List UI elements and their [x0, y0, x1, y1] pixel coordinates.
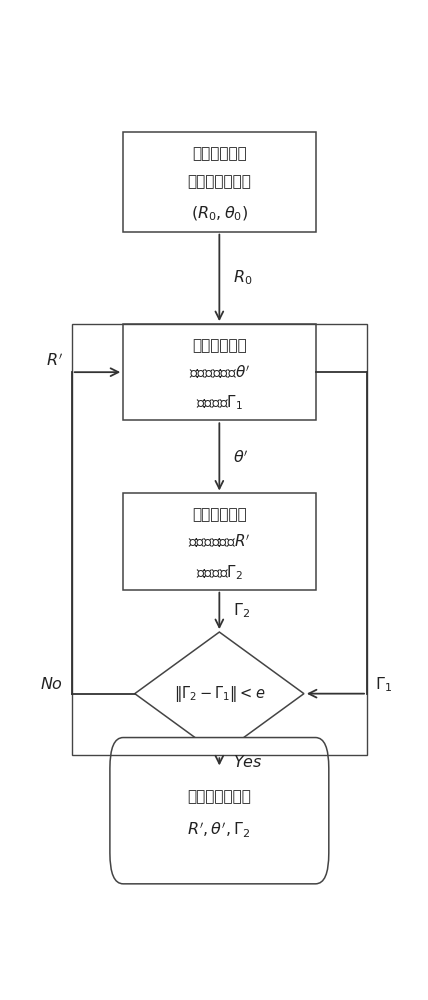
Text: 一维误差校正: 一维误差校正	[192, 507, 247, 522]
Bar	[72, 324, 367, 755]
Text: 误差矩阵$\Gamma_2$: 误差矩阵$\Gamma_2$	[196, 563, 243, 582]
Text: 一维误差校正: 一维误差校正	[192, 338, 247, 353]
Text: 二维搜索估计: 二维搜索估计	[192, 146, 247, 161]
Text: $R_0$: $R_0$	[233, 268, 252, 287]
Text: 估计目标角度$R'$: 估计目标角度$R'$	[188, 533, 251, 550]
Text: 结束迭代，输出: 结束迭代，输出	[187, 790, 251, 805]
Text: $(R_0,\theta_0)$: $(R_0,\theta_0)$	[190, 204, 248, 223]
Bar	[123, 132, 315, 232]
Text: $No$: $No$	[40, 676, 63, 692]
Bar	[123, 493, 315, 590]
Text: $\theta'$: $\theta'$	[233, 448, 249, 466]
Text: $\|\Gamma_2-\Gamma_1\|<e$: $\|\Gamma_2-\Gamma_1\|<e$	[174, 684, 265, 704]
Text: 目标位置初始値: 目标位置初始値	[187, 174, 251, 189]
Bar	[123, 324, 315, 420]
Text: 估计目标角度$\theta'$: 估计目标角度$\theta'$	[189, 364, 250, 381]
Polygon shape	[135, 632, 304, 755]
Text: $Yes$: $Yes$	[233, 754, 262, 770]
Text: $\Gamma_1$: $\Gamma_1$	[375, 675, 392, 694]
FancyBboxPatch shape	[110, 738, 329, 884]
Text: $R'$: $R'$	[46, 352, 63, 369]
Text: 误差矩阵$\Gamma_1$: 误差矩阵$\Gamma_1$	[196, 394, 243, 412]
Text: $R',\theta',\Gamma_2$: $R',\theta',\Gamma_2$	[187, 819, 251, 839]
Text: $\Gamma_2$: $\Gamma_2$	[233, 602, 250, 620]
